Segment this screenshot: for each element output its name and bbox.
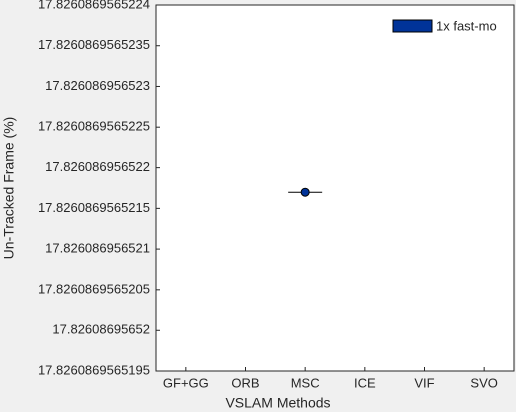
y-tick-label: 17.8260869565225	[38, 119, 150, 134]
legend-swatch	[392, 19, 433, 33]
y-tick-label: 17.8260869565195	[38, 362, 150, 377]
y-tick-label: 17.8260869565215	[38, 200, 150, 215]
plot-area	[155, 4, 515, 372]
x-axis-label: VSLAM Methods	[225, 395, 330, 411]
x-tick-label: VIF	[414, 375, 434, 390]
y-tick-label: 17.826086956523	[45, 78, 150, 93]
x-tick-label: ICE	[354, 375, 376, 390]
legend-label: 1x fast-mo	[436, 18, 497, 33]
x-tick-label: SVO	[470, 375, 497, 390]
y-tick-label: 17.8260869565224	[38, 0, 150, 11]
x-tick-label: ORB	[231, 375, 259, 390]
y-tick-label: 17.826086956522	[45, 159, 150, 174]
y-tick-label: 17.8260869565205	[38, 281, 150, 296]
y-tick-label: 17.82608695652	[52, 322, 150, 337]
y-tick-label: 17.826086956521	[45, 241, 150, 256]
x-tick-label: MSC	[291, 375, 320, 390]
y-axis-label: Un-Tracked Frame (%)	[1, 117, 17, 260]
x-tick-label: GF+GG	[163, 375, 209, 390]
median-point	[300, 187, 310, 197]
y-tick-label: 17.8260869565235	[38, 37, 150, 52]
